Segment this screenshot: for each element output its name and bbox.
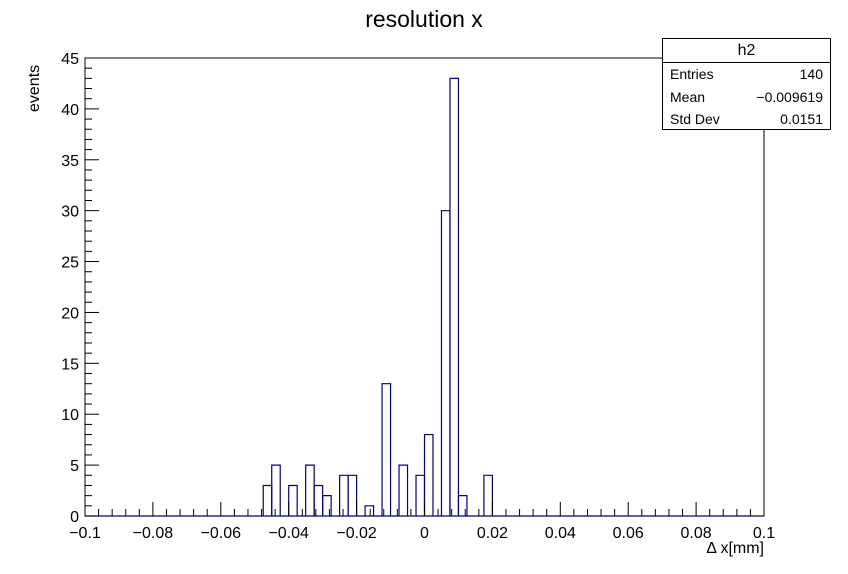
x-tick-label: 0.1: [753, 525, 775, 542]
histogram-bin: [449, 77, 460, 516]
stats-value: −0.009619: [756, 88, 823, 105]
y-tick-label: 20: [61, 305, 79, 322]
histogram-bin: [288, 484, 298, 516]
x-tick-label: −0.06: [201, 525, 242, 542]
stats-label: Std Dev: [670, 111, 720, 127]
stats-value: 0.0151: [780, 111, 823, 127]
stats-row-mean: Mean −0.009619: [663, 86, 830, 109]
histogram-bin: [423, 433, 434, 516]
histogram-bin: [440, 210, 451, 516]
stats-box-name: h2: [663, 39, 830, 63]
histogram-bin: [339, 474, 349, 516]
histogram-bin: [322, 495, 332, 516]
y-tick-label: 45: [61, 51, 79, 68]
y-tick-label: 30: [61, 204, 79, 221]
y-tick-label: 25: [61, 255, 79, 272]
stats-label: Entries: [670, 66, 714, 82]
histogram-bin: [364, 505, 375, 516]
y-tick-label: 35: [61, 153, 79, 170]
stats-row-stddev: Std Dev 0.0151: [663, 108, 830, 131]
x-tick-label: −0.08: [133, 525, 174, 542]
y-tick-label: 15: [61, 356, 79, 373]
histogram-bin: [381, 383, 392, 516]
histogram-bin: [347, 474, 358, 516]
stats-row-entries: Entries 140: [663, 63, 830, 86]
x-tick-label: 0.04: [545, 525, 576, 542]
x-tick-label: 0.02: [477, 525, 508, 542]
y-tick-label: 5: [70, 458, 79, 475]
stats-label: Mean: [670, 88, 706, 105]
y-tick-label: 10: [61, 407, 79, 424]
x-tick-label: 0: [420, 525, 429, 542]
histogram-bin: [271, 464, 281, 516]
chart-title: resolution x: [365, 6, 483, 32]
histogram-bin: [483, 474, 493, 516]
y-tick-label: 0: [70, 509, 79, 526]
y-axis-label: events: [26, 64, 43, 112]
histogram-bin: [457, 495, 468, 516]
stats-box: h2 Entries 140 Mean −0.009619 Std Dev 0.…: [662, 38, 831, 130]
x-tick-label: 0.08: [681, 525, 712, 542]
x-tick-label: 0.06: [613, 525, 644, 542]
x-tick-label: −0.1: [69, 525, 101, 542]
y-tick-label: 40: [61, 102, 79, 119]
histogram-bin: [398, 464, 409, 516]
histogram-bin: [262, 484, 273, 516]
histogram-bin: [305, 464, 315, 516]
stats-value: 140: [799, 66, 823, 82]
histogram-bin: [415, 474, 426, 516]
x-tick-label: −0.04: [268, 525, 309, 542]
x-axis-label: Δ x[mm]: [706, 540, 764, 557]
x-tick-label: −0.02: [336, 525, 377, 542]
